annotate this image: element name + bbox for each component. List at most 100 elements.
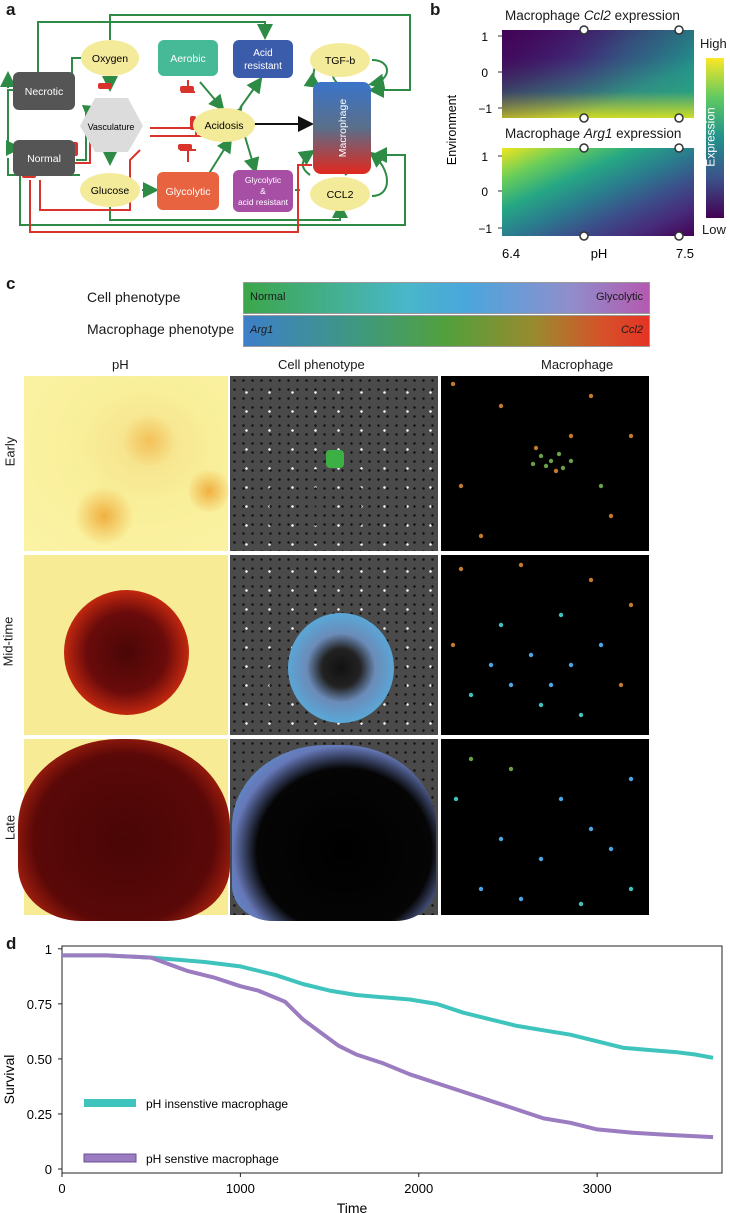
xtick-7.5: 7.5	[676, 246, 694, 261]
normal-node	[13, 140, 75, 176]
row-head-early: Early	[2, 436, 18, 467]
heatmap-markers	[579, 25, 684, 241]
oxygen-node	[81, 40, 139, 76]
macrophage-phenotype-gradient-bar: Arg1 Ccl2	[243, 315, 650, 347]
ccl2-title-prefix: Macrophage	[505, 8, 584, 23]
arg1-title-gene: Arg1	[583, 126, 613, 141]
colorbar-expression-label: Expression	[703, 107, 718, 167]
panel-label-d: d	[6, 934, 17, 953]
survival-plot-area: 0 0.25 0.50 0.75 1 0 1000 2000 3000 Time Survival p…	[1, 942, 723, 1213]
series-line-ph-sensitive	[62, 953, 714, 1140]
glycolytic-acid-resistant-node	[233, 170, 293, 212]
ccl2-heatmap-title: Macrophage Ccl2 expression	[505, 8, 680, 23]
colorbar-high-label: High	[700, 36, 727, 51]
xtick-6.4: 6.4	[502, 246, 520, 261]
cell-late-tumor	[232, 745, 436, 921]
x-tick-label: 1000	[226, 1181, 255, 1196]
x-tick-label: 0	[58, 1181, 65, 1196]
cell-bar-left-label: Normal	[250, 291, 286, 303]
ccl2-heatmap-shade	[502, 30, 694, 118]
cell-mid-tumor	[288, 613, 394, 723]
series-line-ph-insensitive	[62, 953, 714, 1060]
glucose-node	[80, 173, 140, 207]
column-head-macrophage: Macrophage	[541, 357, 614, 372]
inhibition-bars	[22, 83, 196, 178]
cell-early-tumor-seed	[326, 450, 344, 468]
cell-phenotype-gradient-bar: Normal Glycolytic	[243, 282, 650, 314]
oxygen-label: Oxygen	[92, 53, 128, 65]
mac-bar-right-label: Ccl2	[620, 324, 643, 336]
glycolytic-label: Glycolytic	[166, 186, 211, 198]
legend-swatch-ph-insensitive	[84, 1099, 136, 1107]
ccl2-heatmap	[502, 30, 694, 118]
macrophage-node	[313, 82, 371, 174]
environment-axis-label: Environment	[445, 94, 459, 165]
ccl2-title-gene: Ccl2	[583, 8, 611, 23]
arg1-title-prefix: Macrophage	[505, 126, 584, 141]
ph-early-acid-patch-3	[189, 466, 229, 516]
mac-bar-left-label: Arg1	[250, 324, 274, 336]
arg1-heatmap	[502, 148, 694, 236]
y-tick-label: 0.25	[27, 1107, 52, 1122]
ytick-bottom-1: 1	[481, 150, 488, 164]
arg1-title-suffix: expression	[612, 126, 682, 141]
cell-map-late	[230, 739, 438, 921]
vasculature-node	[80, 98, 143, 152]
glucose-label: Glucose	[91, 185, 130, 197]
panel-label-c: c	[6, 274, 16, 293]
tgfb-node	[310, 43, 370, 77]
acidosis-node	[193, 108, 255, 142]
acid-resistant-label-line2: resistant	[244, 61, 282, 72]
acid-resistant-label-line1: Acid	[253, 48, 272, 59]
panel-label-b: b	[430, 0, 441, 19]
ytick-bottom-0: 0	[481, 185, 488, 199]
regulatory-network-diagram: Necrotic Normal Oxygen Vasculature Gluco…	[0, 14, 411, 233]
survival-chart: 0 0.25 0.50 0.75 1 0 1000 2000 3000 Time Survival p…	[1, 942, 723, 1213]
ytick-top-neg1: −1	[478, 102, 492, 116]
heatmap-axes: 1 0 −1 1 0 −1 Environment 6.4 pH 7.5	[445, 25, 694, 261]
vasculature-label: Vasculature	[88, 122, 135, 132]
y-axis-label: Survival	[1, 1055, 17, 1105]
arg1-heatmap-title: Macrophage Arg1 expression	[505, 126, 681, 141]
normal-label: Normal	[27, 153, 61, 165]
tgfb-label: TGF-b	[325, 55, 355, 67]
y-tick-label: 0.50	[27, 1052, 52, 1067]
acidosis-label: Acidosis	[204, 120, 243, 132]
y-tick-label: 0.75	[27, 997, 52, 1012]
macrophage-map-early	[441, 376, 649, 551]
ytick-bottom-neg1: −1	[478, 222, 492, 236]
necrotic-node	[13, 72, 75, 110]
macrophage-map-mid	[441, 555, 649, 735]
expression-colorbar	[706, 58, 724, 218]
macrophage-early-dots	[450, 381, 634, 539]
ph-map-mid	[24, 555, 228, 735]
ph-map-late	[18, 739, 230, 921]
necrotic-label: Necrotic	[25, 86, 64, 98]
cell-phenotype-legend-label: Cell phenotype	[87, 289, 181, 305]
glycolytic-node	[157, 172, 219, 210]
ph-axis-label: pH	[591, 246, 608, 261]
y-tick-label: 1	[45, 942, 52, 957]
ytick-top-1: 1	[481, 30, 488, 44]
column-head-cell-phenotype: Cell phenotype	[278, 357, 365, 372]
cell-map-mid	[230, 555, 438, 735]
legend-label-ph-insensitive: pH insenstive macrophage	[146, 1097, 288, 1111]
cell-bar-right-label: Glycolytic	[595, 291, 643, 303]
legend-label-ph-sensitive: pH senstive macrophage	[146, 1152, 279, 1166]
aerobic-label: Aerobic	[170, 53, 206, 65]
x-tick-label: 3000	[583, 1181, 612, 1196]
cell-map-early	[230, 376, 438, 551]
ccl2-title-suffix: expression	[610, 8, 680, 23]
plot-frame	[61, 945, 723, 1174]
glyc-acid-label-line2: &	[260, 186, 266, 196]
row-head-mid-time: Mid-time	[0, 616, 16, 667]
aerobic-node	[158, 40, 218, 76]
legend-swatch-ph-sensitive	[83, 1153, 137, 1163]
ph-late-acidic-region	[18, 739, 230, 921]
ph-map-early	[24, 376, 229, 551]
ccl2-node	[310, 177, 370, 211]
ytick-top-0: 0	[481, 66, 488, 80]
panel-label-a: a	[6, 0, 16, 19]
ccl2-label: CCL2	[327, 189, 354, 201]
glyc-acid-label-line3: acid resistant	[238, 197, 289, 207]
